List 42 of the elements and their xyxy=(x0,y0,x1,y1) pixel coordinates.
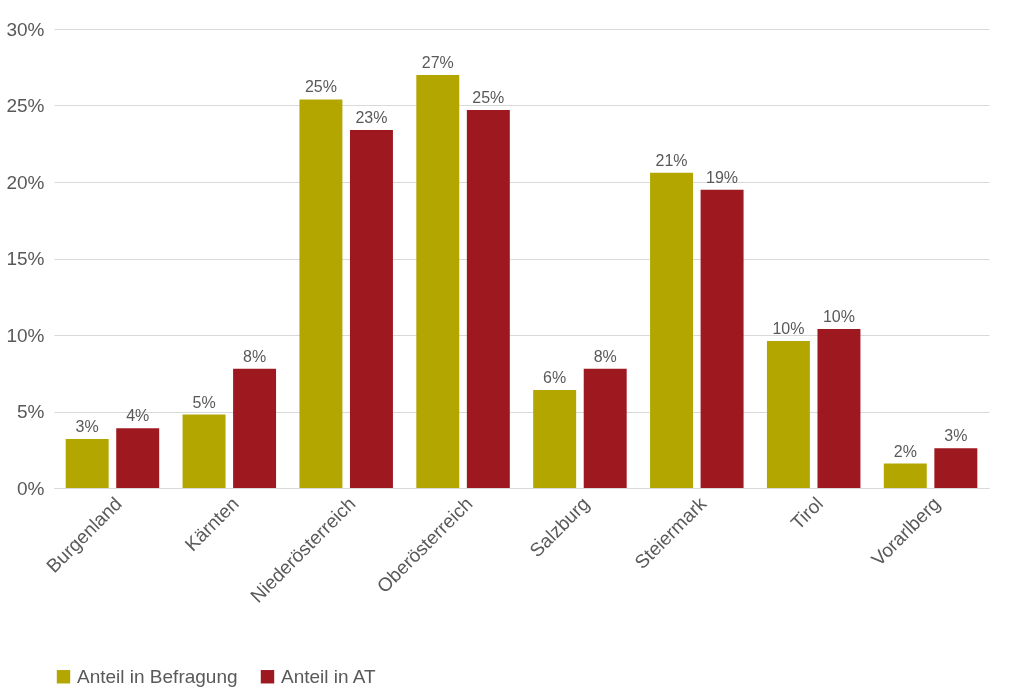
data-label: 8% xyxy=(593,347,617,365)
legend-label: Anteil in Befragung xyxy=(77,665,238,687)
data-label: 3% xyxy=(944,427,968,445)
bar xyxy=(182,414,226,488)
bar xyxy=(116,428,160,488)
x-tick-label: Tirol xyxy=(786,493,828,534)
legend-label: Anteil in AT xyxy=(281,665,377,687)
data-label: 10% xyxy=(822,307,855,325)
data-label: 6% xyxy=(543,369,567,387)
data-label: 3% xyxy=(75,418,99,436)
data-label: 23% xyxy=(355,108,388,126)
data-label: 4% xyxy=(126,407,150,425)
bar xyxy=(466,110,510,488)
y-tick-label: 5% xyxy=(17,401,45,422)
data-label: 10% xyxy=(772,320,805,338)
bar xyxy=(934,448,978,488)
data-label: 21% xyxy=(655,151,688,169)
y-tick-label: 25% xyxy=(6,95,45,116)
data-label: 8% xyxy=(243,347,267,365)
data-label: 27% xyxy=(421,53,454,71)
data-label: 19% xyxy=(706,168,739,186)
y-tick-label: 20% xyxy=(6,171,45,193)
bar xyxy=(766,341,810,488)
bar xyxy=(416,74,460,488)
bar xyxy=(650,172,694,488)
bar xyxy=(65,439,109,488)
data-label: 5% xyxy=(192,393,216,411)
bar xyxy=(349,129,393,488)
data-label: 25% xyxy=(472,89,505,107)
data-label: 2% xyxy=(893,442,917,460)
y-tick-label: 0% xyxy=(17,477,45,499)
bar xyxy=(233,368,277,488)
y-tick-label: 30% xyxy=(6,18,45,40)
bar xyxy=(700,189,744,488)
data-label: 25% xyxy=(304,78,337,96)
bar xyxy=(583,368,627,488)
bar xyxy=(533,390,577,488)
bar xyxy=(299,99,343,488)
bar xyxy=(817,328,861,488)
y-tick-label: 15% xyxy=(6,248,45,269)
bar xyxy=(883,463,927,488)
y-tick-label: 10% xyxy=(6,324,45,346)
